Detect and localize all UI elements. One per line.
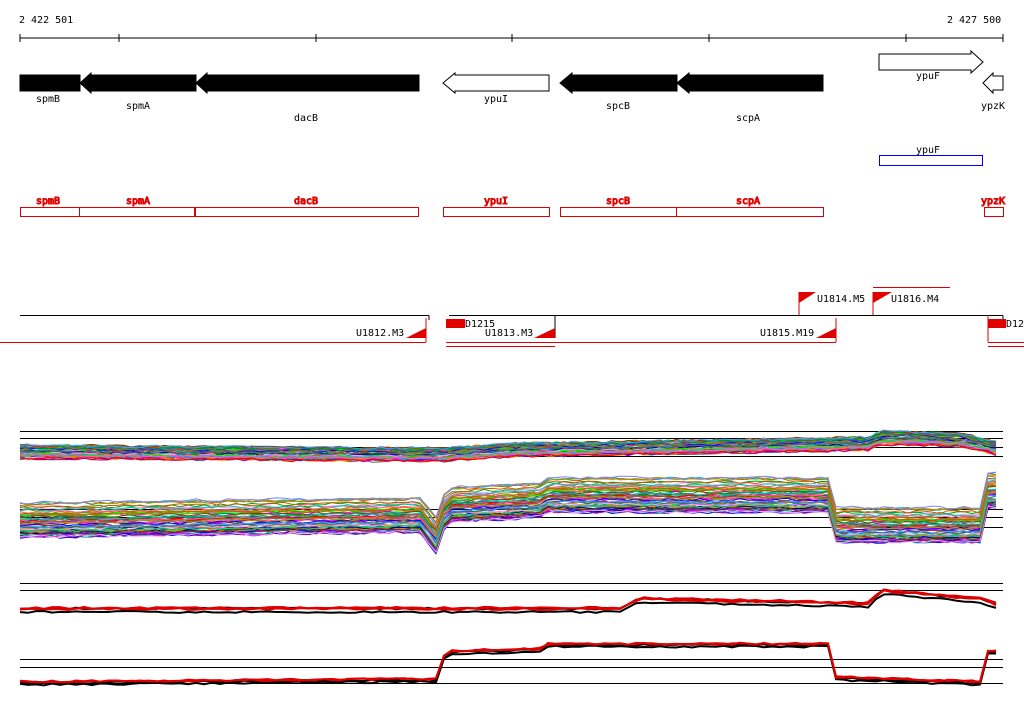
expression-track-multi-bottom: [19, 471, 1003, 555]
gene-label-spmB: spmB: [36, 94, 60, 105]
red-feature-spcB[interactable]: [560, 207, 677, 217]
gene-label-scpA: scpA: [736, 113, 760, 124]
transcript-block-D1215[interactable]: [446, 319, 465, 328]
multi-top-line: [19, 433, 997, 454]
ruler-start-label: 2 422 501: [19, 15, 73, 26]
red-feature-label-spmB: spmB: [36, 196, 60, 207]
expression-track-summary-top: [19, 583, 1003, 614]
transcript-flag-U1814.M5[interactable]: [799, 292, 816, 303]
gene-arrow-spmA[interactable]: [79, 71, 197, 95]
gene-arrow-ypzK[interactable]: [982, 71, 1004, 95]
red-feature-spmA[interactable]: [79, 207, 195, 217]
gene-arrow-ypuI[interactable]: [442, 71, 550, 95]
red-feature-ypzK[interactable]: [984, 207, 1004, 217]
multi-top-line: [20, 436, 997, 456]
multi-bottom-line: [19, 471, 997, 518]
red-feature-label-ypuI: ypuI: [484, 196, 508, 207]
transcript-flag-U1813.M3[interactable]: [534, 328, 555, 338]
gene-label-spmA: spmA: [126, 101, 150, 112]
red-feature-dacB[interactable]: [195, 207, 419, 217]
gene-arrow-scpA[interactable]: [676, 71, 824, 95]
transcript-track: U1812.M3 D1215 U1813.M3 U1814.M5 U1815.M…: [0, 287, 1024, 347]
gene-arrow-dacB[interactable]: [195, 71, 420, 95]
red-feature-spmB[interactable]: [20, 207, 80, 217]
summary-top-line: [19, 588, 997, 610]
transcript-label-D1215: D1215: [465, 319, 495, 330]
gene-arrow-ypuF[interactable]: [878, 49, 984, 75]
summary-bottom-line: [19, 641, 997, 684]
gene-arrow-spcB[interactable]: [559, 71, 678, 95]
ruler-end-label: 2 427 500: [947, 15, 1001, 26]
transcript-label-U1815.M19: U1815.M19: [760, 328, 814, 339]
multi-top-line: [19, 440, 997, 460]
red-feature-label-ypzK: ypzK: [981, 196, 1005, 207]
expression-track-multi-top: [19, 429, 1003, 463]
red-feature-label-spcB: spcB: [606, 196, 630, 207]
coordinate-ruler: 2 422 501 2 427 500: [19, 15, 1004, 42]
multi-bottom-line: [19, 494, 997, 543]
blue-feature-label-ypuF: ypuF: [916, 145, 940, 156]
multi-top-line: [19, 431, 997, 452]
transcript-label-U1813.M3: U1813.M3: [485, 328, 533, 339]
summary-top-line: [19, 593, 997, 614]
multi-bottom-line: [19, 484, 997, 532]
transcript-label-U1816.M4: U1816.M4: [891, 294, 939, 305]
gene-arrow-spmB[interactable]: [19, 74, 81, 92]
transcript-label-U1812.M3: U1812.M3: [356, 328, 404, 339]
multi-top-line: [19, 443, 997, 463]
red-feature-label-spmA: spmA: [126, 196, 150, 207]
blue-feature-track: ypuF: [879, 145, 983, 166]
multi-bottom-line: [19, 474, 996, 520]
gene-label-ypzK: ypzK: [981, 101, 1005, 112]
transcript-label-D12: D12: [1006, 319, 1024, 330]
multi-bottom-line: [20, 505, 997, 553]
red-feature-label-scpA: scpA: [736, 196, 760, 207]
multi-bottom-line: [19, 502, 997, 551]
red-feature-track: spmB spmA dacB ypuI spcB scpA ypzK: [20, 196, 1006, 217]
gene-label-spcB: spcB: [606, 101, 630, 112]
transcript-block-D12[interactable]: [988, 319, 1006, 328]
blue-feature-ypuF[interactable]: [879, 155, 983, 166]
red-feature-scpA[interactable]: [676, 207, 824, 217]
transcript-label-U1814.M5: U1814.M5: [817, 294, 865, 305]
multi-bottom-line: [19, 492, 997, 539]
red-feature-ypuI[interactable]: [443, 207, 550, 217]
red-feature-label-dacB: dacB: [294, 196, 318, 207]
multi-bottom-line: [19, 475, 997, 524]
gene-label-dacB: dacB: [294, 113, 318, 124]
gene-label-ypuF: ypuF: [916, 71, 940, 82]
multi-bottom-line: [19, 499, 997, 549]
expression-track-summary-bottom: [19, 641, 1003, 687]
transcript-flag-U1812.M3[interactable]: [406, 328, 426, 338]
transcript-flag-U1816.M4[interactable]: [873, 292, 892, 303]
transcript-flag-U1815.M19[interactable]: [816, 328, 836, 338]
multi-top-line: [19, 429, 997, 451]
gene-label-ypuI: ypuI: [484, 94, 508, 105]
gene-track: spmB spmA dacB ypuI spcB scpA ypuF ypzK: [19, 49, 1005, 124]
